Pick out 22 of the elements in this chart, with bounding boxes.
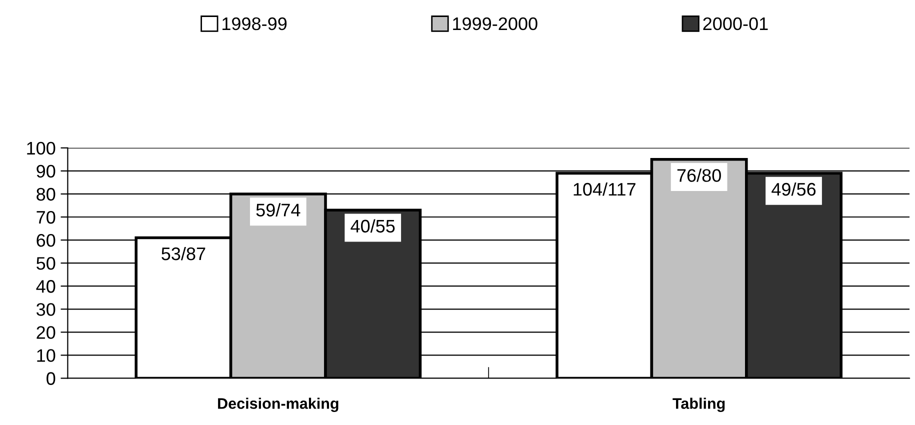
data-label: 59/74 — [256, 203, 300, 216]
data-label: 53/87 — [162, 246, 206, 260]
y-tick-label: 90 — [36, 164, 56, 178]
legend-label: 1999-2000 — [453, 17, 538, 30]
y-tick-label: 0 — [46, 372, 56, 385]
data-label: 40/55 — [350, 219, 395, 233]
y-tick-label: 40 — [36, 280, 56, 293]
data-label: 104/117 — [574, 182, 636, 196]
data-label: 49/56 — [772, 182, 816, 196]
y-tick-label: 60 — [36, 234, 56, 247]
y-tick-label: 30 — [36, 303, 56, 316]
y-tick-label: 80 — [36, 188, 56, 201]
y-tick-label: 10 — [37, 349, 56, 362]
y-tick-label: 20 — [36, 326, 56, 339]
x-tick-label: Decision-making — [218, 398, 338, 412]
legend-label: 2000-01 — [703, 17, 768, 30]
y-tick-label: 100 — [27, 142, 56, 155]
y-tick-label: 70 — [36, 210, 56, 224]
data-label: 76/80 — [677, 168, 721, 182]
y-tick-label: 50 — [36, 257, 56, 270]
legend-label: 1998-99 — [222, 17, 287, 30]
x-tick-label: Tabling — [672, 398, 725, 412]
